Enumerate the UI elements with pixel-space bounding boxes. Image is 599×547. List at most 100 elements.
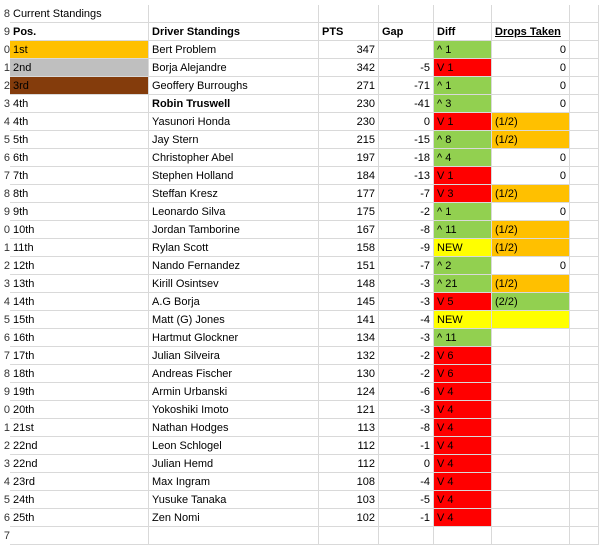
cell-pts[interactable]: 112 bbox=[319, 455, 379, 473]
empty-cell[interactable] bbox=[570, 419, 599, 437]
cell-gap[interactable]: -8 bbox=[379, 419, 434, 437]
row-number[interactable]: 4 bbox=[3, 116, 10, 128]
empty-cell[interactable] bbox=[492, 527, 570, 545]
cell-pts[interactable]: 134 bbox=[319, 329, 379, 347]
row-number[interactable]: 7 bbox=[3, 350, 10, 362]
cell-driver[interactable]: Julian Silveira bbox=[149, 347, 319, 365]
cell-drops-taken[interactable] bbox=[492, 365, 570, 383]
empty-cell[interactable] bbox=[570, 473, 599, 491]
cell-pts[interactable]: 124 bbox=[319, 383, 379, 401]
cell-diff[interactable]: V 4 bbox=[434, 437, 492, 455]
empty-cell[interactable] bbox=[570, 509, 599, 527]
row-number[interactable]: 8 bbox=[3, 8, 10, 20]
cell-diff[interactable]: NEW bbox=[434, 311, 492, 329]
empty-cell[interactable] bbox=[570, 257, 599, 275]
empty-cell[interactable] bbox=[319, 5, 379, 23]
cell-gap[interactable]: 0 bbox=[379, 113, 434, 131]
cell-pos[interactable]: 12th bbox=[10, 257, 149, 275]
cell-diff[interactable]: V 1 bbox=[434, 113, 492, 131]
cell-pos[interactable]: 16th bbox=[10, 329, 149, 347]
cell-pos[interactable]: 4th bbox=[10, 113, 149, 131]
cell-driver[interactable]: A.G Borja bbox=[149, 293, 319, 311]
cell-diff[interactable]: ^ 1 bbox=[434, 77, 492, 95]
header-drops-taken[interactable]: Drops Taken bbox=[492, 23, 570, 41]
cell-driver[interactable]: Leonardo Silva bbox=[149, 203, 319, 221]
cell-pos[interactable]: 18th bbox=[10, 365, 149, 383]
cell-pts[interactable]: 271 bbox=[319, 77, 379, 95]
cell-diff[interactable]: ^ 8 bbox=[434, 131, 492, 149]
cell-pos[interactable]: 13th bbox=[10, 275, 149, 293]
empty-cell[interactable] bbox=[570, 455, 599, 473]
cell-diff[interactable]: V 1 bbox=[434, 59, 492, 77]
empty-cell[interactable] bbox=[570, 383, 599, 401]
cell-driver[interactable]: Yasunori Honda bbox=[149, 113, 319, 131]
cell-diff[interactable]: ^ 11 bbox=[434, 329, 492, 347]
cell-pos[interactable]: 5th bbox=[10, 131, 149, 149]
cell-pts[interactable]: 175 bbox=[319, 203, 379, 221]
cell-gap[interactable]: -5 bbox=[379, 59, 434, 77]
header-diff[interactable]: Diff bbox=[434, 23, 492, 41]
cell-gap[interactable]: -3 bbox=[379, 329, 434, 347]
cell-gap[interactable]: -1 bbox=[379, 509, 434, 527]
cell-drops-taken[interactable]: 0 bbox=[492, 203, 570, 221]
empty-cell[interactable] bbox=[570, 77, 599, 95]
cell-pos[interactable]: 23rd bbox=[10, 473, 149, 491]
cell-drops-taken[interactable]: (1/2) bbox=[492, 221, 570, 239]
empty-cell[interactable] bbox=[570, 329, 599, 347]
cell-gap[interactable]: -6 bbox=[379, 383, 434, 401]
row-number[interactable]: 5 bbox=[3, 134, 10, 146]
cell-gap[interactable]: -3 bbox=[379, 293, 434, 311]
cell-driver[interactable]: Bert Problem bbox=[149, 41, 319, 59]
row-number[interactable]: 1 bbox=[3, 242, 10, 254]
row-number[interactable]: 9 bbox=[3, 206, 10, 218]
empty-cell[interactable] bbox=[434, 527, 492, 545]
cell-drops-taken[interactable] bbox=[492, 401, 570, 419]
empty-cell[interactable] bbox=[379, 5, 434, 23]
cell-diff[interactable]: V 6 bbox=[434, 365, 492, 383]
cell-pos[interactable]: 11th bbox=[10, 239, 149, 257]
cell-gap[interactable]: -3 bbox=[379, 401, 434, 419]
cell-pos[interactable]: 22nd bbox=[10, 437, 149, 455]
cell-driver[interactable]: Max Ingram bbox=[149, 473, 319, 491]
row-number[interactable]: 0 bbox=[3, 44, 10, 56]
row-number[interactable]: 3 bbox=[3, 278, 10, 290]
cell-gap[interactable]: -41 bbox=[379, 95, 434, 113]
row-number[interactable]: 8 bbox=[3, 368, 10, 380]
sheet-title[interactable]: Current Standings bbox=[10, 5, 149, 23]
header-pos[interactable]: Pos. bbox=[10, 23, 149, 41]
cell-pts[interactable]: 108 bbox=[319, 473, 379, 491]
empty-cell[interactable] bbox=[570, 131, 599, 149]
cell-drops-taken[interactable]: 0 bbox=[492, 59, 570, 77]
cell-gap[interactable]: -4 bbox=[379, 311, 434, 329]
cell-pts[interactable]: 230 bbox=[319, 113, 379, 131]
cell-diff[interactable]: V 6 bbox=[434, 347, 492, 365]
row-number[interactable]: 8 bbox=[3, 188, 10, 200]
row-number[interactable]: 3 bbox=[3, 98, 10, 110]
row-number[interactable]: 2 bbox=[3, 260, 10, 272]
cell-gap[interactable]: 0 bbox=[379, 455, 434, 473]
row-number[interactable]: 5 bbox=[3, 494, 10, 506]
cell-pts[interactable]: 113 bbox=[319, 419, 379, 437]
cell-gap[interactable]: -2 bbox=[379, 347, 434, 365]
cell-driver[interactable]: Leon Schlogel bbox=[149, 437, 319, 455]
cell-diff[interactable]: V 4 bbox=[434, 491, 492, 509]
cell-pos[interactable]: 2nd bbox=[10, 59, 149, 77]
header-pts[interactable]: PTS bbox=[319, 23, 379, 41]
cell-driver[interactable]: Zen Nomi bbox=[149, 509, 319, 527]
cell-pts[interactable]: 197 bbox=[319, 149, 379, 167]
cell-diff[interactable]: V 4 bbox=[434, 473, 492, 491]
cell-pts[interactable]: 158 bbox=[319, 239, 379, 257]
cell-pts[interactable]: 112 bbox=[319, 437, 379, 455]
row-number[interactable]: 6 bbox=[3, 512, 10, 524]
row-number[interactable]: 2 bbox=[3, 80, 10, 92]
cell-pts[interactable]: 347 bbox=[319, 41, 379, 59]
cell-pts[interactable]: 177 bbox=[319, 185, 379, 203]
cell-pts[interactable]: 145 bbox=[319, 293, 379, 311]
empty-cell[interactable] bbox=[570, 95, 599, 113]
empty-cell[interactable] bbox=[570, 221, 599, 239]
cell-driver[interactable]: Armin Urbanski bbox=[149, 383, 319, 401]
cell-gap[interactable]: -7 bbox=[379, 257, 434, 275]
cell-driver[interactable]: Yusuke Tanaka bbox=[149, 491, 319, 509]
header-driver[interactable]: Driver Standings bbox=[149, 23, 319, 41]
